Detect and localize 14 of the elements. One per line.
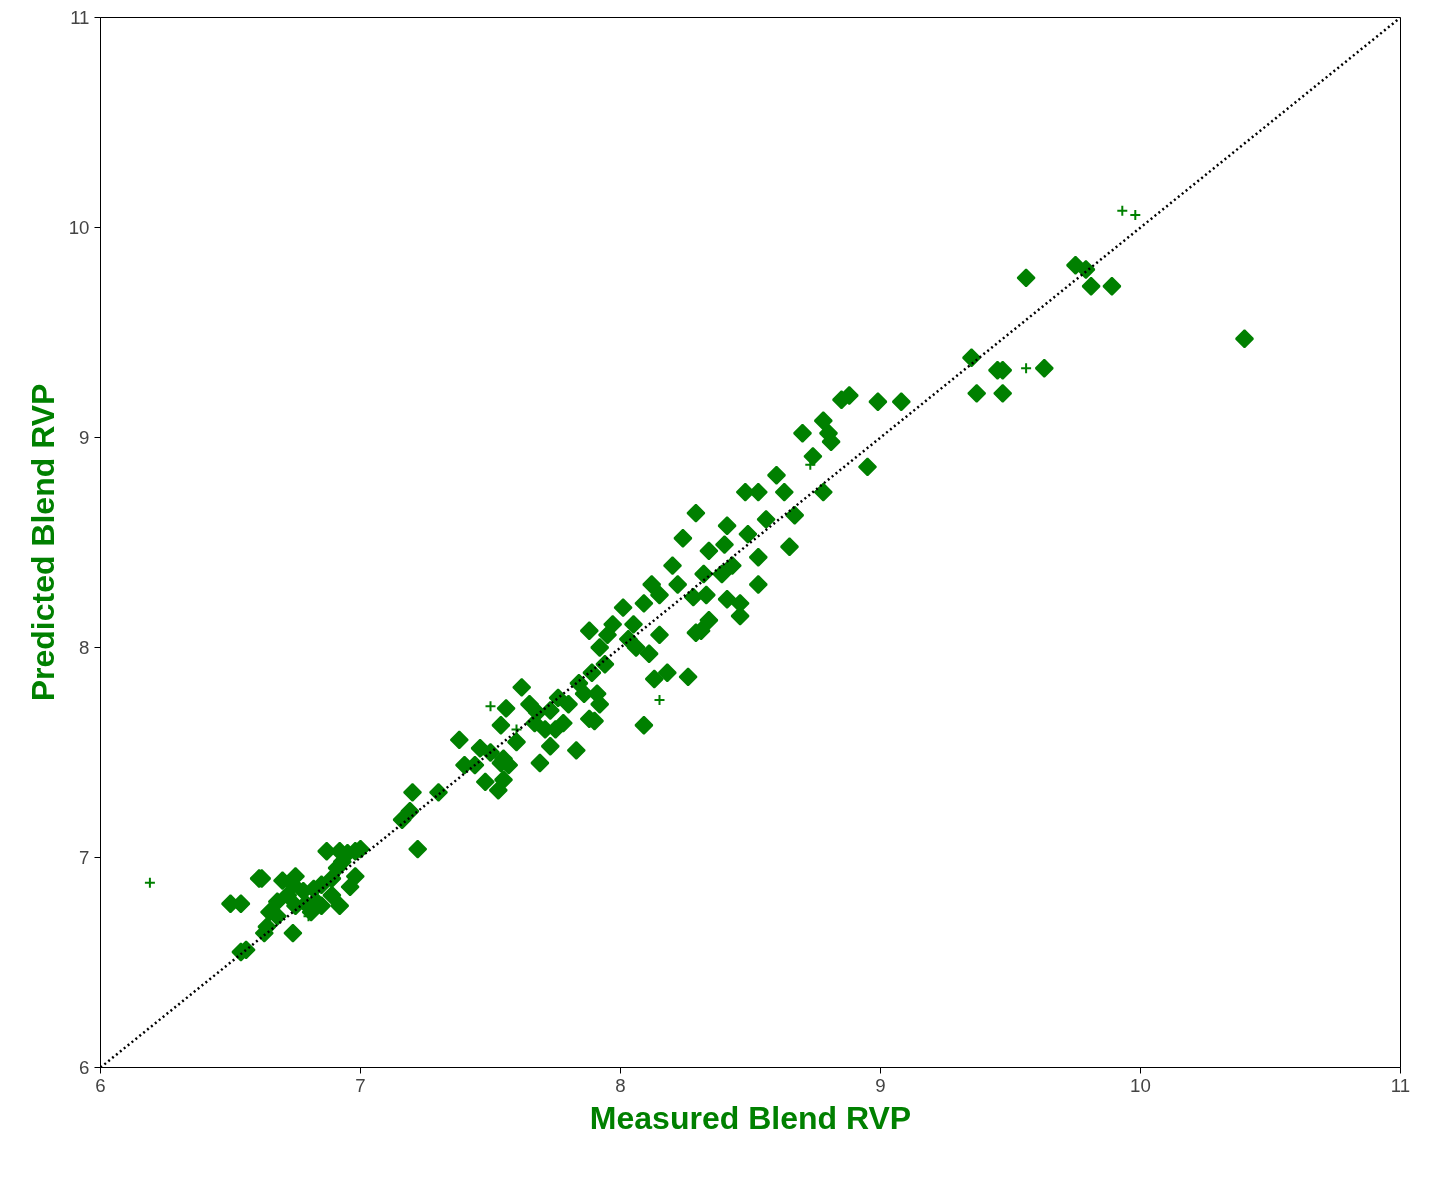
y-tick-label: 8 xyxy=(79,637,90,658)
x-tick-label: 6 xyxy=(95,1074,106,1096)
x-tick-label: 8 xyxy=(615,1074,626,1096)
x-axis-title: Measured Blend RVP xyxy=(589,1099,912,1136)
x-tick-label: 7 xyxy=(355,1074,366,1096)
y-tick-label: 9 xyxy=(79,427,90,448)
y-axis-title: Predicted Blend RVP xyxy=(24,383,61,702)
x-tick-label: 10 xyxy=(1130,1074,1151,1096)
y-tick-label: 7 xyxy=(79,847,90,868)
y-tick-label: 11 xyxy=(70,7,90,28)
y-tick-label: 6 xyxy=(79,1057,90,1078)
x-tick-label: 11 xyxy=(1390,1074,1411,1096)
y-tick-label: 10 xyxy=(68,217,90,238)
x-tick-label: 9 xyxy=(875,1074,886,1096)
